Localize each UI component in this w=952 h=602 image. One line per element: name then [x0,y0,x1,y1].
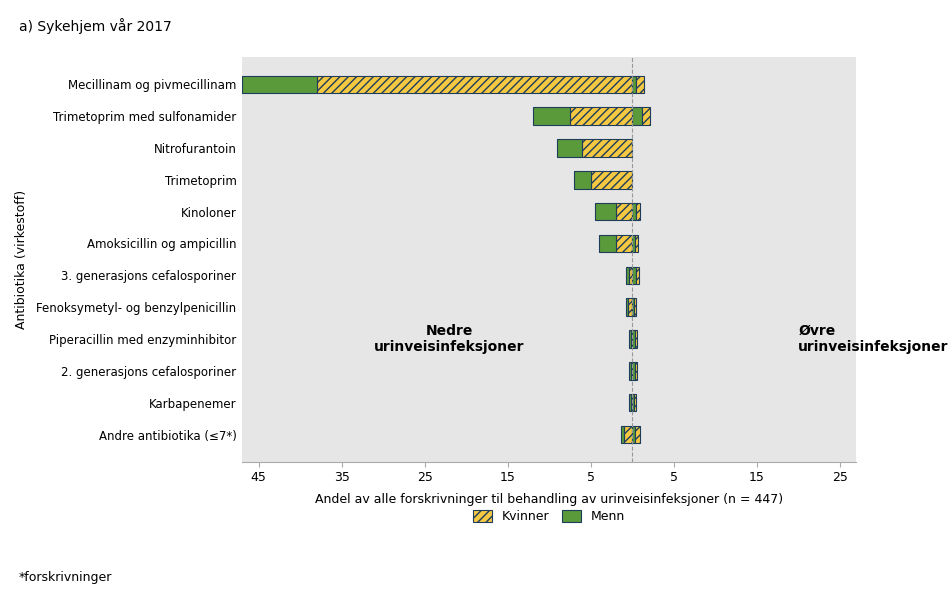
Bar [599,235,616,252]
Bar [632,235,635,252]
Bar [532,107,570,125]
Bar [630,394,632,411]
Bar [574,171,590,188]
Text: *forskrivninger: *forskrivninger [19,571,112,584]
Bar [632,426,636,443]
Bar [570,107,632,125]
Bar [621,426,624,443]
Text: Øvre
urinveisinfeksjoner: Øvre urinveisinfeksjoner [798,324,949,354]
Bar [636,330,637,348]
Text: a) Sykehjem vår 2017: a) Sykehjem vår 2017 [19,18,171,34]
Bar [616,235,632,252]
Bar [634,394,636,411]
Bar [628,299,632,316]
Bar [635,235,638,252]
Bar [616,203,632,220]
Bar [632,267,636,284]
Bar [636,203,640,220]
Bar [630,330,632,348]
Bar [632,394,634,411]
Bar [629,394,630,411]
Bar [629,267,632,284]
Bar [632,75,636,93]
Bar [632,330,636,348]
Text: Nedre
urinveisinfeksjoner: Nedre urinveisinfeksjoner [374,324,525,354]
Bar [636,362,637,380]
Bar [629,362,630,380]
Bar [634,299,636,316]
Bar [632,203,636,220]
Bar [595,203,616,220]
Bar [630,362,632,380]
Bar [590,171,632,188]
Bar [643,107,649,125]
Legend: Kvinner, Menn: Kvinner, Menn [468,505,630,528]
Bar [632,107,643,125]
Bar [632,299,634,316]
Bar [625,299,628,316]
Bar [626,267,629,284]
X-axis label: Andel av alle forskrivninger til behandling av urinveisinfeksjoner (n = 447): Andel av alle forskrivninger til behandl… [315,492,783,506]
Bar [558,139,583,157]
Bar [636,75,644,93]
Bar [317,75,632,93]
Bar [636,267,639,284]
Bar [632,362,636,380]
Bar [636,426,640,443]
Bar [624,426,632,443]
Bar [629,330,630,348]
Bar [242,75,317,93]
Bar [583,139,632,157]
Y-axis label: Antibiotika (virkestoff): Antibiotika (virkestoff) [15,190,28,329]
